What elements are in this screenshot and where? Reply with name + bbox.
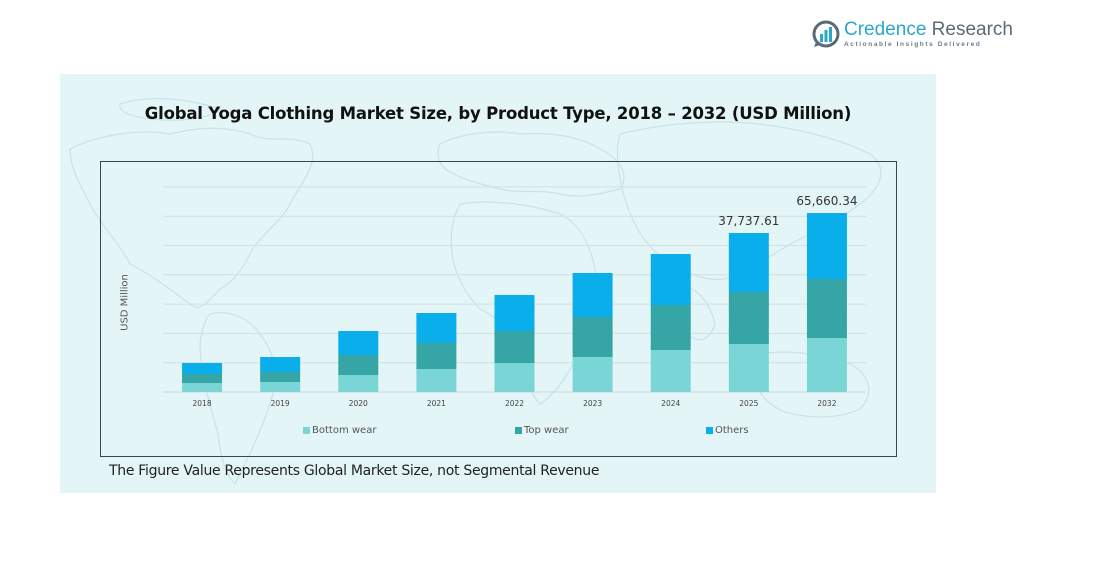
footer-note: The Figure Value Represents Global Marke… bbox=[109, 463, 600, 479]
bar-bottom-wear-2025 bbox=[728, 344, 769, 392]
bar-top-wear-2019 bbox=[260, 372, 301, 383]
brand-logo: Credence Research Actionable Insights De… bbox=[812, 20, 1013, 48]
bar-others-2032 bbox=[806, 213, 847, 280]
bar-others-2024 bbox=[650, 254, 691, 306]
data-label-2025: 37,737.61 bbox=[718, 214, 779, 228]
brand-name-2: Research bbox=[931, 19, 1013, 40]
plot-frame: USD Million 2018 2019 2020 2021 2022 2023 2024… bbox=[100, 161, 897, 457]
legend-item-top-wear: Top wear bbox=[515, 425, 569, 436]
x-tick-label: 2018 bbox=[193, 399, 212, 408]
bar-top-wear-2022 bbox=[494, 331, 535, 364]
legend-label: Top wear bbox=[524, 425, 569, 436]
bar-bottom-wear-2021 bbox=[416, 369, 457, 392]
legend-swatch-top-wear bbox=[515, 427, 522, 434]
chart-panel: Global Yoga Clothing Market Size, by Pro… bbox=[60, 74, 936, 493]
bar-others-2025 bbox=[728, 233, 769, 293]
x-tick-label: 2022 bbox=[505, 399, 524, 408]
x-tick-label: 2023 bbox=[583, 399, 602, 408]
x-tick-label: 2025 bbox=[739, 399, 758, 408]
brand-tagline: Actionable Insights Delivered bbox=[844, 41, 982, 48]
bar-others-2020 bbox=[338, 331, 379, 356]
bar-others-2019 bbox=[260, 357, 301, 373]
bar-bottom-wear-2022 bbox=[494, 363, 535, 392]
bar-bottom-wear-2023 bbox=[572, 357, 613, 392]
chart-title: Global Yoga Clothing Market Size, by Pro… bbox=[144, 104, 852, 123]
legend-swatch-others bbox=[706, 427, 713, 434]
legend-label: Bottom wear bbox=[312, 425, 377, 436]
bar-top-wear-2023 bbox=[572, 317, 613, 358]
brand-name: Credence bbox=[844, 19, 927, 40]
x-tick-label: 2021 bbox=[427, 399, 446, 408]
bar-bottom-wear-2020 bbox=[338, 375, 379, 392]
plot-area: 2018 2019 2020 2021 2022 2023 2024 2025 37,737.6… bbox=[163, 186, 866, 408]
bar-chart-logo-icon bbox=[812, 20, 840, 48]
legend-label: Others bbox=[715, 425, 749, 436]
bar-top-wear-2021 bbox=[416, 343, 457, 370]
x-tick-label: 2032 bbox=[817, 399, 836, 408]
legend-item-bottom-wear: Bottom wear bbox=[303, 425, 376, 436]
bar-top-wear-2032 bbox=[806, 279, 847, 339]
bar-others-2023 bbox=[572, 273, 613, 318]
data-label-2032: 65,660.34 bbox=[796, 194, 857, 208]
x-tick-label: 2020 bbox=[349, 399, 368, 408]
bar-others-2022 bbox=[494, 295, 535, 332]
bar-others-2021 bbox=[416, 313, 457, 344]
bar-bottom-wear-2032 bbox=[806, 338, 847, 392]
bar-top-wear-2018 bbox=[182, 374, 223, 384]
x-tick-label: 2024 bbox=[661, 399, 680, 408]
bar-others-2018 bbox=[182, 363, 223, 375]
bar-top-wear-2020 bbox=[338, 355, 379, 376]
bar-top-wear-2024 bbox=[650, 305, 691, 351]
legend-item-others: Others bbox=[706, 425, 749, 436]
bar-bottom-wear-2018 bbox=[182, 383, 223, 392]
bar-bottom-wear-2024 bbox=[650, 350, 691, 392]
legend-swatch-bottom-wear bbox=[303, 427, 310, 434]
bar-top-wear-2025 bbox=[728, 292, 769, 345]
x-tick-label: 2019 bbox=[271, 399, 290, 408]
bar-bottom-wear-2019 bbox=[260, 382, 301, 392]
